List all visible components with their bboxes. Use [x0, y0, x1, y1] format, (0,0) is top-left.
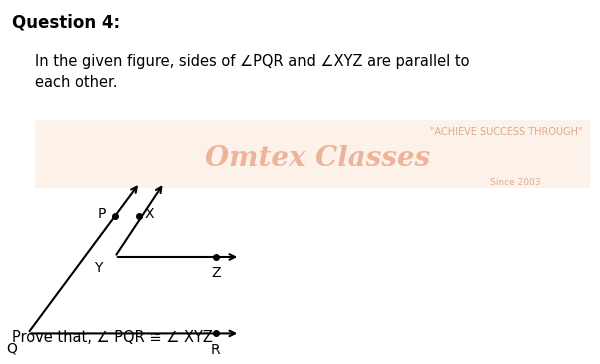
Text: Q: Q — [7, 341, 17, 355]
Text: R: R — [211, 343, 221, 357]
Text: Question 4:: Question 4: — [12, 14, 120, 32]
Text: P: P — [98, 207, 106, 221]
Text: Prove that, ∠ PQR ≅ ∠ XYZ: Prove that, ∠ PQR ≅ ∠ XYZ — [12, 330, 213, 345]
Text: Y: Y — [94, 261, 103, 275]
Text: Since 2003: Since 2003 — [490, 178, 541, 187]
FancyBboxPatch shape — [35, 120, 590, 188]
Text: X: X — [145, 207, 154, 221]
Text: In the given figure, sides of ∠PQR and ∠XYZ are parallel to: In the given figure, sides of ∠PQR and ∠… — [35, 54, 470, 69]
Text: Z: Z — [211, 266, 221, 280]
Text: each other.: each other. — [35, 75, 118, 90]
Text: "ACHIEVE SUCCESS THROUGH": "ACHIEVE SUCCESS THROUGH" — [430, 127, 583, 137]
Text: Omtex Classes: Omtex Classes — [205, 145, 430, 172]
